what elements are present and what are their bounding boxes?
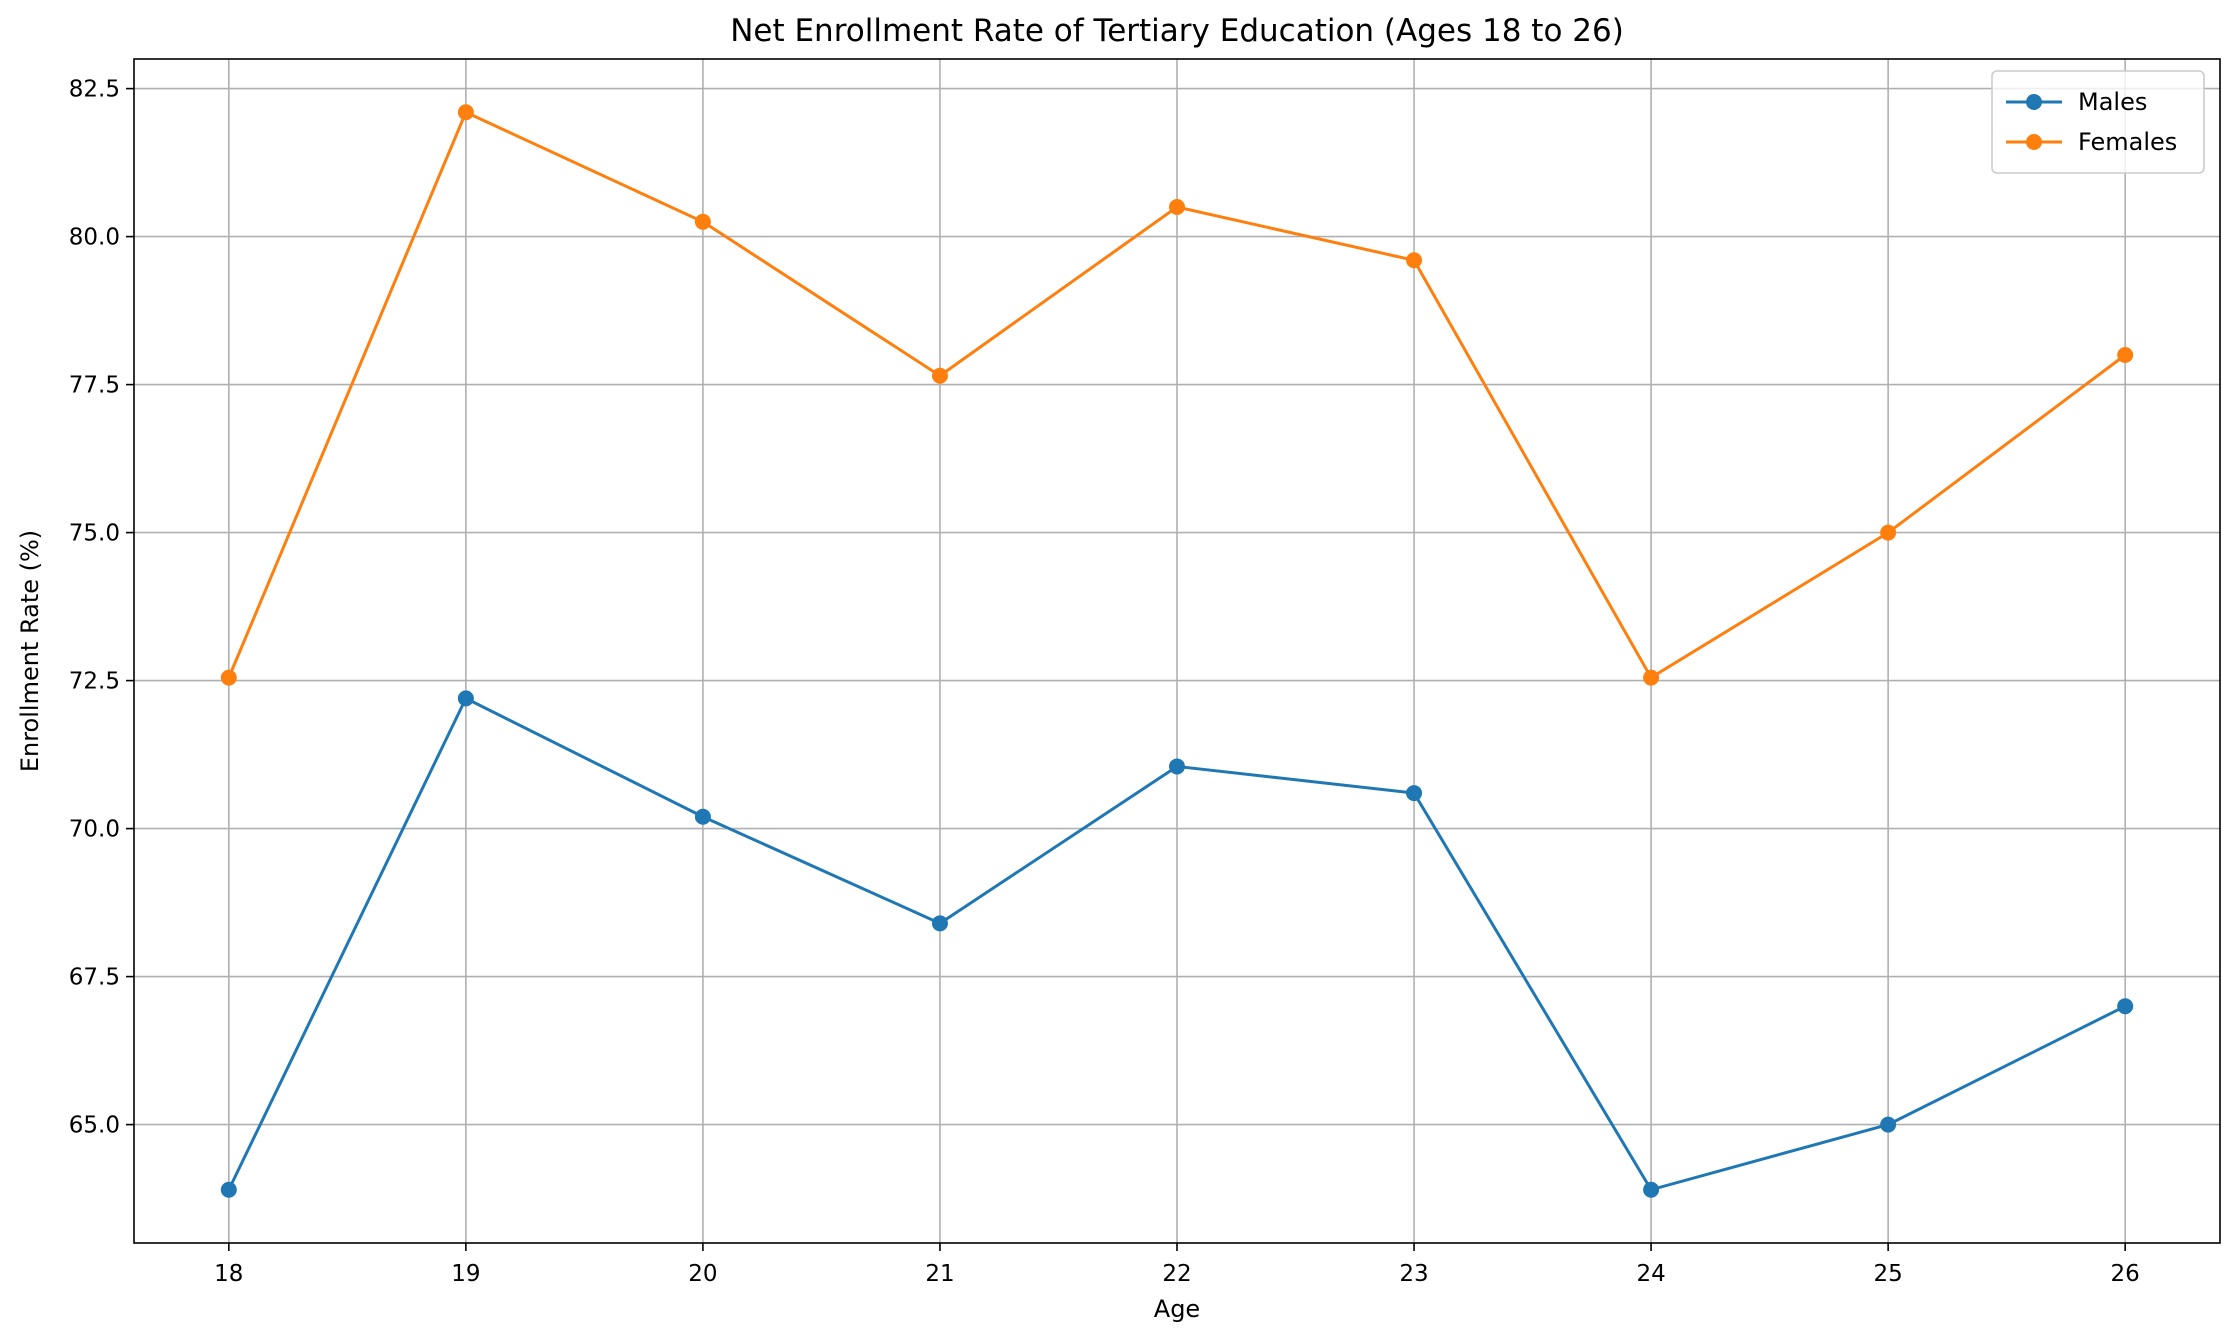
x-tick-label: 23 <box>1399 1261 1428 1287</box>
males-point <box>694 808 711 825</box>
y-tick-label: 75.0 <box>69 521 120 547</box>
females-point <box>1880 524 1897 541</box>
females-point <box>220 669 237 686</box>
females-point <box>931 367 948 384</box>
x-tick-label: 24 <box>1636 1261 1665 1287</box>
males-point <box>1406 785 1423 802</box>
legend-swatch-marker <box>2026 94 2042 110</box>
y-axis: 65.0 67.5 70.0 72.5 75.0 77.5 80.0 82.5 <box>69 77 134 1139</box>
females-point <box>1406 252 1423 269</box>
legend-item-females: Females <box>2006 128 2177 156</box>
y-tick-label: 72.5 <box>69 669 120 695</box>
x-tick-label: 20 <box>688 1261 717 1287</box>
females-point <box>1169 199 1185 215</box>
legend-swatch-marker <box>2026 134 2042 150</box>
y-tick-label: 65.0 <box>69 1113 120 1139</box>
x-tick-label: 18 <box>214 1261 243 1287</box>
y-tick-label: 70.0 <box>69 817 120 843</box>
chart-title: Net Enrollment Rate of Tertiary Educatio… <box>730 13 1624 49</box>
legend-label: Females <box>2078 128 2177 156</box>
series-females <box>220 104 2134 686</box>
y-tick-label: 77.5 <box>69 373 120 399</box>
males-point <box>457 690 474 707</box>
series-males <box>220 690 2134 1198</box>
females-point <box>694 213 711 230</box>
legend-box <box>1991 70 2205 174</box>
males-point <box>1643 1181 1660 1198</box>
x-tick-label: 26 <box>2111 1261 2140 1287</box>
y-tick-label: 82.5 <box>69 77 120 103</box>
x-axis: 18 19 20 21 22 23 24 25 26 <box>214 1243 2140 1287</box>
males-point <box>931 915 948 932</box>
y-tick-label: 80.0 <box>69 225 120 251</box>
series-layer <box>220 104 2134 1198</box>
x-axis-label: Age <box>1154 1295 1200 1323</box>
males-point <box>1880 1116 1897 1133</box>
males-point <box>1169 758 1185 775</box>
females-point <box>2117 347 2134 363</box>
y-axis-label: Enrollment Rate (%) <box>16 530 44 772</box>
males-point <box>220 1181 237 1198</box>
females-point <box>457 104 474 121</box>
legend-label: Males <box>2078 88 2147 116</box>
males-point <box>2117 998 2134 1015</box>
x-tick-label: 19 <box>451 1261 480 1287</box>
y-tick-label: 67.5 <box>69 965 120 991</box>
females-point <box>1643 669 1660 686</box>
x-tick-label: 22 <box>1162 1261 1191 1287</box>
x-tick-label: 25 <box>1873 1261 1902 1287</box>
legend: Males Females <box>1991 70 2205 174</box>
legend-item-males: Males <box>2006 88 2147 116</box>
x-tick-label: 21 <box>925 1261 954 1287</box>
